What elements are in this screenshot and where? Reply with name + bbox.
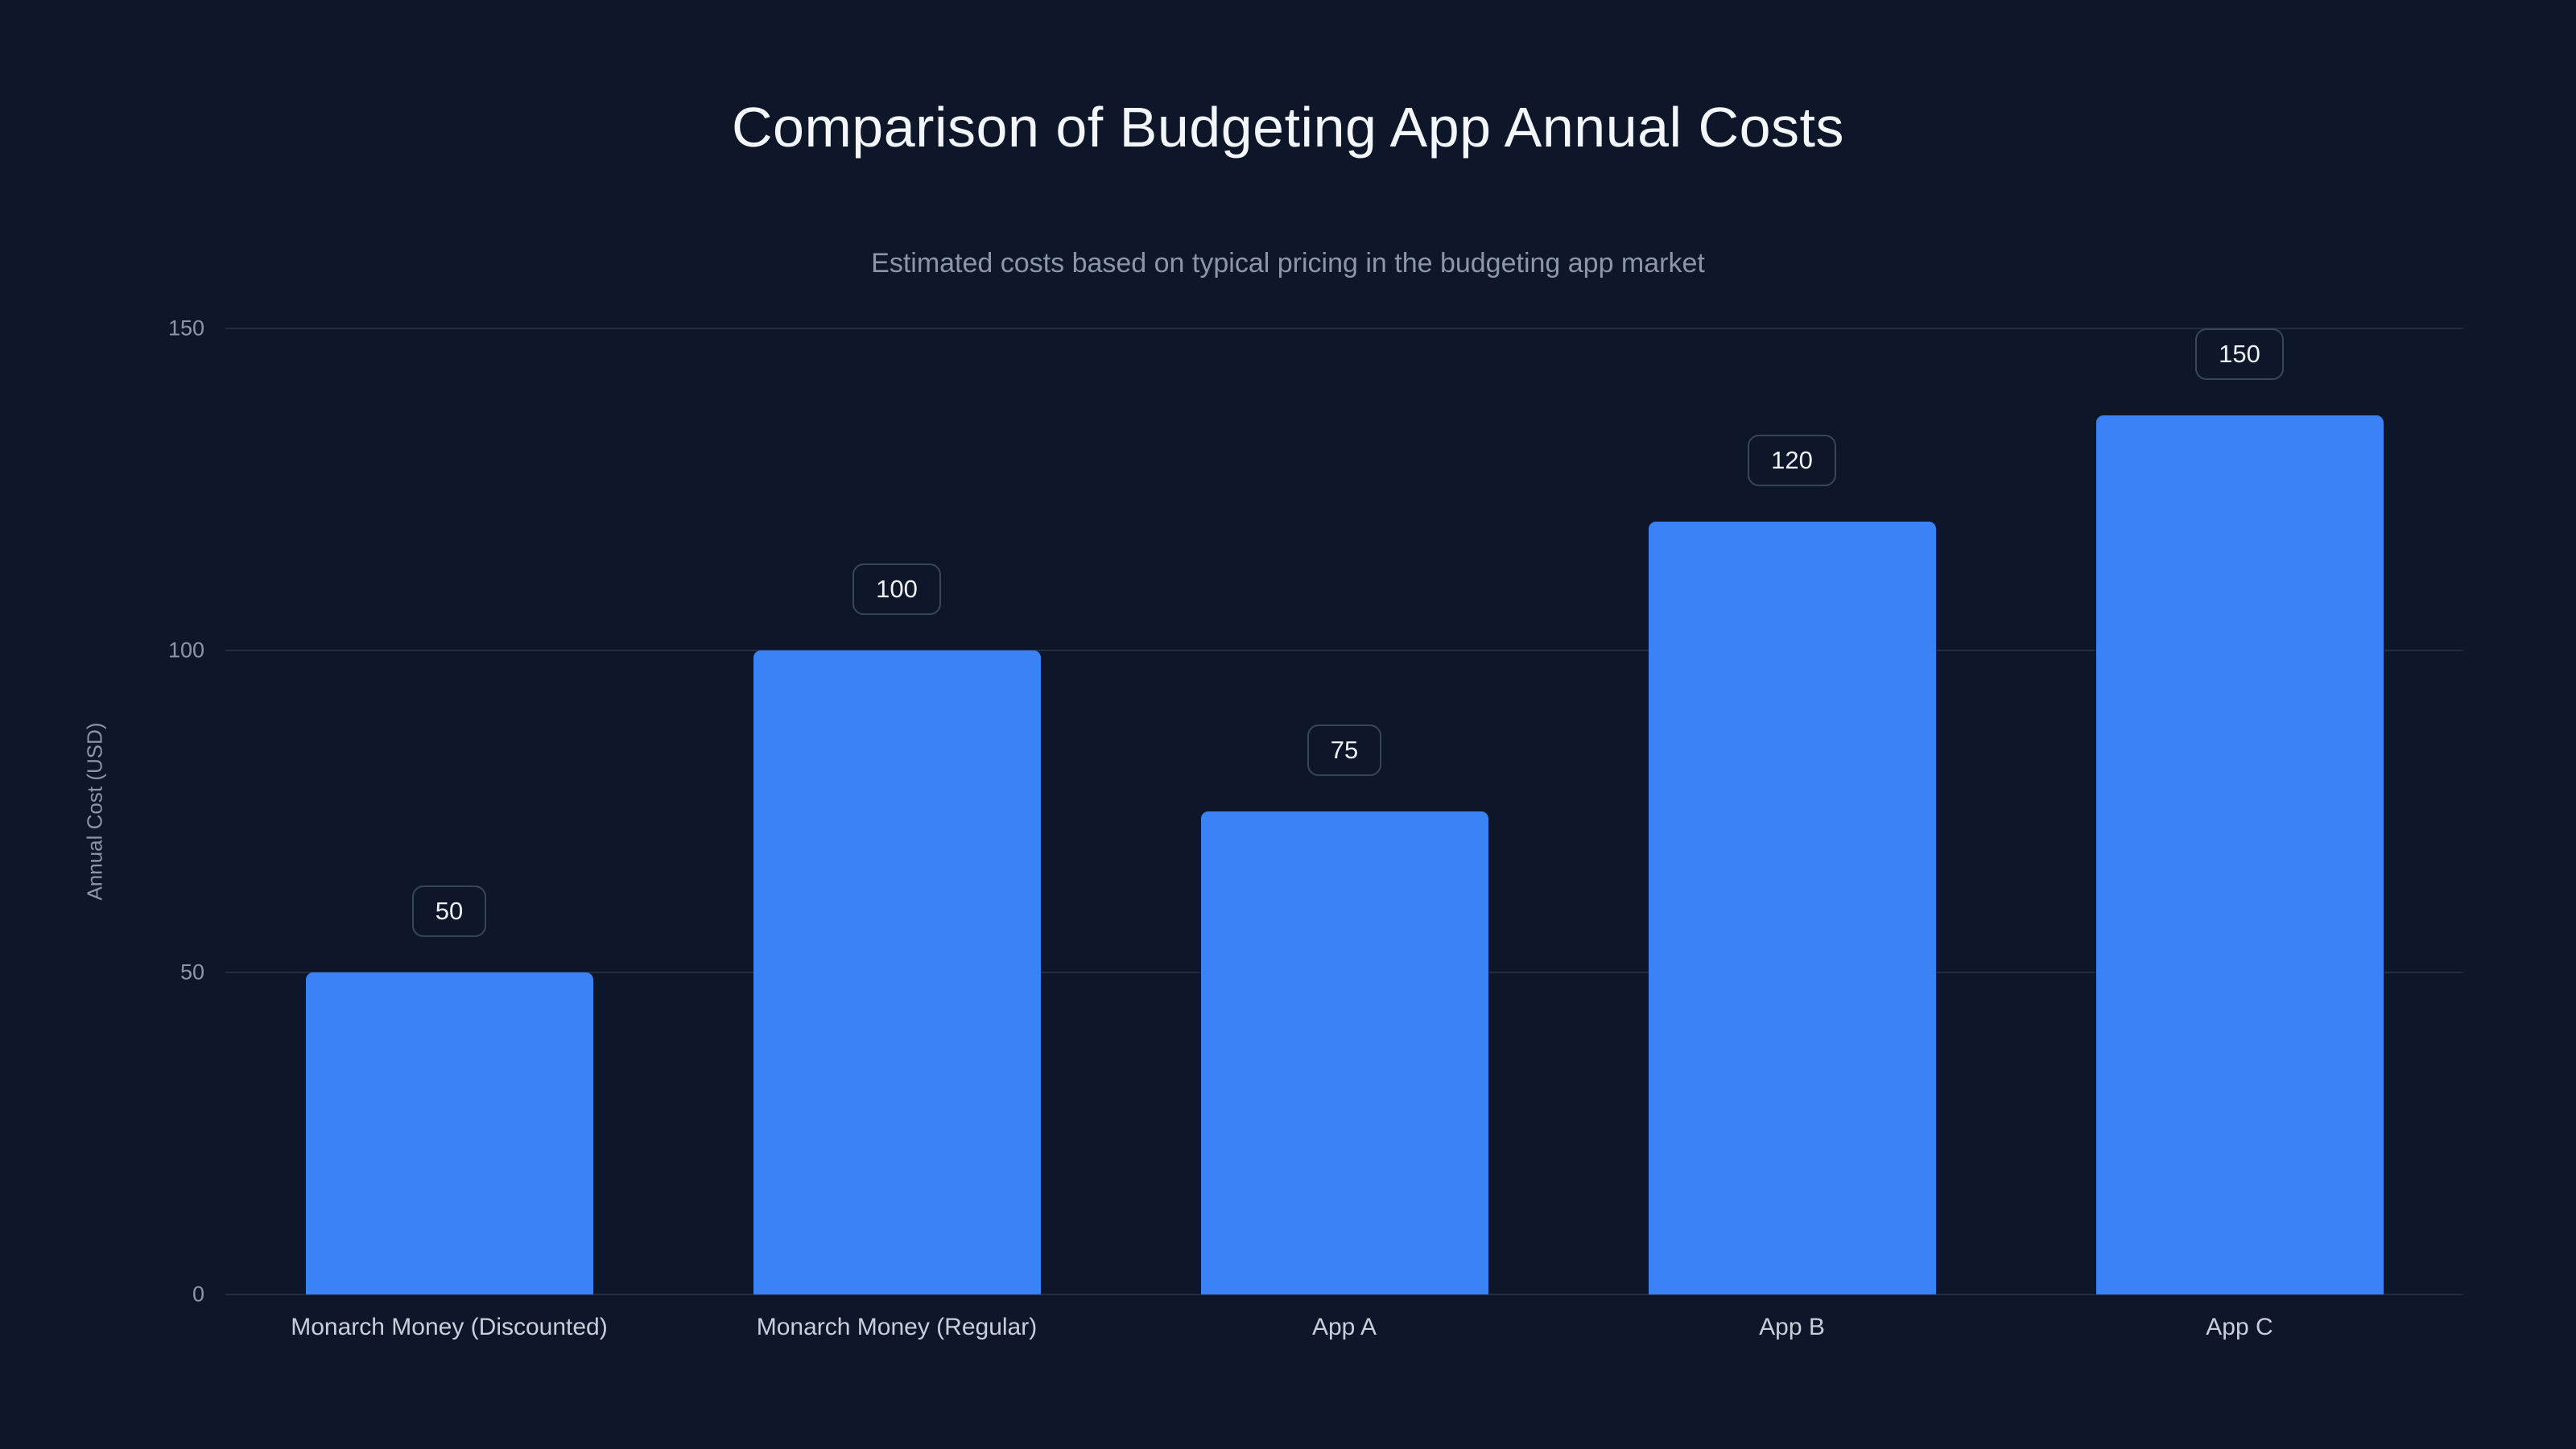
x-category-label: Monarch Money (Regular) (756, 1314, 1038, 1340)
x-category-label: Monarch Money (Discounted) (291, 1314, 608, 1340)
gridline-y-150 (225, 328, 2463, 329)
x-axis-labels: Monarch Money (Discounted) Monarch Money … (225, 1314, 2463, 1341)
chart-title: Comparison of Budgeting App Annual Costs (732, 96, 1844, 159)
bar-columns: 50 100 75 120 150 (225, 328, 2463, 1294)
y-tick-label: 0 (192, 1282, 204, 1307)
bar-column: 150 (2016, 328, 2463, 1294)
bar[interactable] (753, 650, 1041, 1294)
gridline-y-0 (225, 1294, 2463, 1295)
bar[interactable] (1648, 522, 1936, 1294)
bar-column: 75 (1121, 328, 1568, 1294)
bar-column: 120 (1568, 328, 2016, 1294)
gridline-y-100 (225, 650, 2463, 651)
bar-value-badge: 75 (1307, 724, 1382, 776)
bar-value-badge: 150 (2195, 328, 2284, 381)
bar[interactable] (1200, 811, 1488, 1294)
x-category-label: App B (1759, 1314, 1825, 1340)
plot-area: 0 50 100 150 50 100 75 120 150 (168, 316, 2463, 1307)
y-tick-label: 50 (180, 960, 204, 985)
bar[interactable] (305, 972, 593, 1294)
y-tick-label: 150 (167, 316, 204, 341)
bar-column: 100 (673, 328, 1121, 1294)
bar-column: 50 (225, 328, 673, 1294)
chart-subtitle: Estimated costs based on typical pricing… (871, 248, 1705, 279)
bar-value-badge: 120 (1748, 434, 1836, 486)
y-axis-title: Annual Cost (USD) (82, 722, 107, 901)
x-category-label: App A (1311, 1314, 1377, 1340)
x-category-label: App C (2206, 1314, 2273, 1340)
y-tick-label: 100 (167, 638, 204, 663)
bar-value-badge: 50 (411, 885, 487, 937)
bar[interactable] (2095, 415, 2384, 1294)
bar-value-badge: 100 (852, 563, 941, 615)
